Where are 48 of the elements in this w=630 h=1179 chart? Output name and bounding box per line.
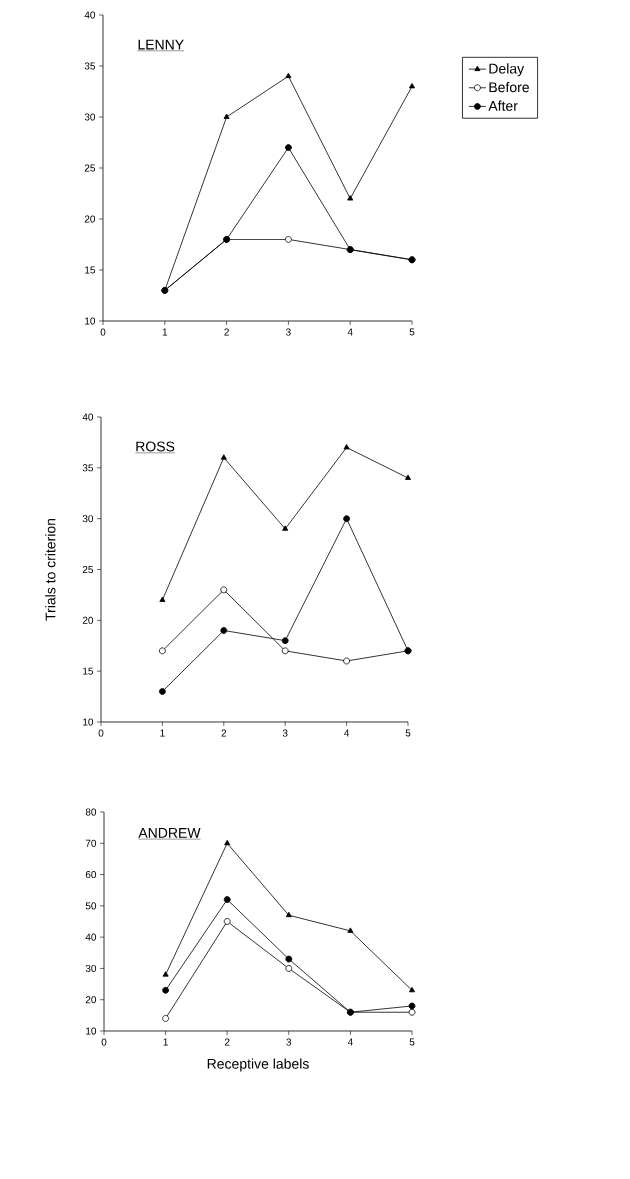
x-tick-label: 2 — [221, 729, 227, 737]
x-tick-label: 1 — [162, 328, 168, 336]
x-tick-label: 5 — [409, 328, 415, 336]
x-axis-title: Receptive labels — [207, 1058, 309, 1072]
x-tick-label: 4 — [344, 729, 350, 737]
x-tick-label: 1 — [163, 1038, 168, 1046]
x-tick-label: 2 — [224, 328, 229, 336]
x-tick-label: 0 — [98, 729, 104, 737]
x-tick-label: 4 — [347, 328, 353, 336]
y-tick-label: 35 — [82, 464, 94, 472]
y-tick-label: 40 — [82, 413, 94, 421]
text: ANDREW — [138, 828, 201, 838]
x-tick-label: 3 — [286, 328, 291, 336]
x-tick-label: 5 — [405, 729, 411, 737]
y-tick-label: 35 — [84, 62, 96, 70]
y-tick-label: 60 — [85, 871, 97, 879]
legend-label: Delay — [489, 63, 525, 77]
y-tick-label: 10 — [83, 718, 94, 726]
y-tick-label: 15 — [85, 266, 96, 274]
y-axis-title: Trials to criterion — [45, 518, 56, 621]
y-tick-label: 40 — [85, 933, 97, 941]
y-tick-label: 25 — [84, 164, 96, 172]
y-tick-label: 25 — [82, 565, 94, 574]
y-tick-label: 40 — [84, 11, 96, 19]
text: LENNY — [138, 39, 184, 50]
y-tick-label: 10 — [86, 1027, 97, 1035]
y-tick-label: 30 — [84, 113, 96, 121]
legend-label: After — [488, 100, 518, 111]
x-tick-label: 4 — [347, 1038, 353, 1046]
y-tick-label: 20 — [84, 215, 96, 223]
x-tick-label: 3 — [282, 729, 288, 737]
y-tick-label: 30 — [85, 964, 97, 972]
x-tick-label: 5 — [409, 1038, 415, 1046]
x-tick-label: 0 — [100, 328, 106, 336]
x-tick-label: 0 — [101, 1038, 107, 1046]
x-tick-label: 3 — [286, 1038, 292, 1046]
y-tick-label: 20 — [85, 996, 97, 1004]
text: ROSS — [136, 441, 175, 452]
y-tick-label: 70 — [85, 839, 97, 847]
y-tick-label: 80 — [85, 808, 97, 816]
x-tick-label: 2 — [224, 1038, 230, 1046]
legend-label: Before — [489, 81, 529, 93]
y-tick-label: 20 — [82, 616, 94, 624]
y-tick-label: 10 — [85, 317, 96, 325]
y-tick-label: 30 — [82, 515, 94, 523]
x-tick-label: 1 — [160, 729, 165, 737]
y-tick-label: 15 — [83, 667, 94, 675]
y-tick-label: 50 — [85, 902, 97, 910]
